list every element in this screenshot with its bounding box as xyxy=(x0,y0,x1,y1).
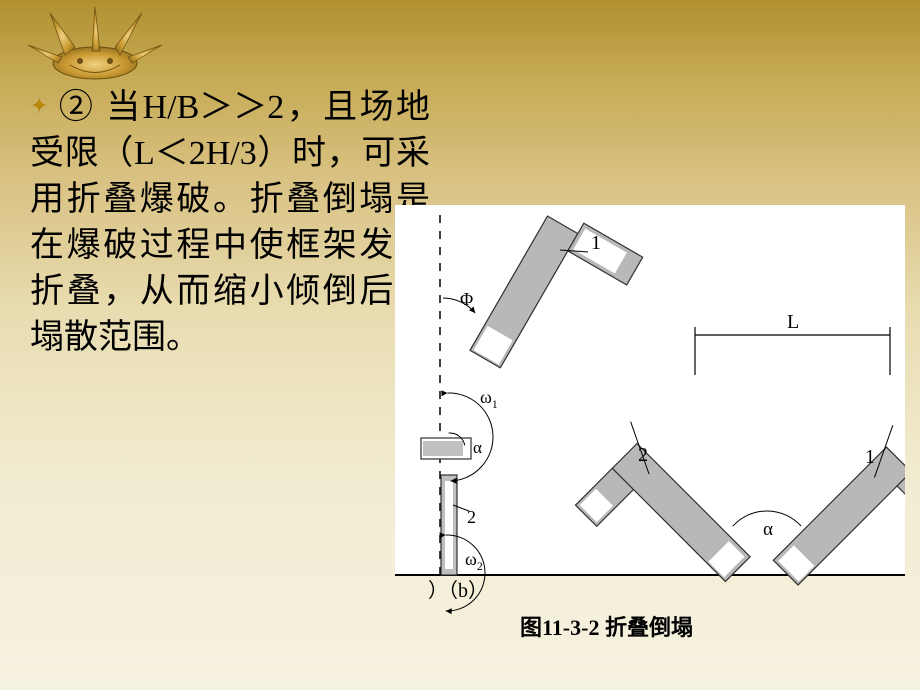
svg-text:1: 1 xyxy=(865,446,875,468)
svg-text:2: 2 xyxy=(638,444,648,466)
svg-text:L: L xyxy=(787,311,799,333)
svg-text:α: α xyxy=(473,438,482,457)
caption-b: ）（b） xyxy=(428,574,488,603)
bullet-icon: ✦ xyxy=(30,93,48,119)
body-text: ② 当H/B＞＞2，且场地受限（L＜2H/3）时，可采用折叠爆破。折叠倒塌是在爆… xyxy=(30,89,430,356)
slide-ornament xyxy=(20,5,170,80)
svg-text:α: α xyxy=(763,519,773,540)
svg-text:1: 1 xyxy=(591,232,601,254)
svg-text:Φ: Φ xyxy=(460,289,473,309)
svg-text:2: 2 xyxy=(467,507,476,527)
caption-main: 图11-3-2 折叠倒塌 xyxy=(520,610,693,642)
body-text-block: ✦ ② 当H/B＞＞2，且场地受限（L＜2H/3）时，可采用折叠爆破。折叠倒塌是… xyxy=(30,85,430,361)
